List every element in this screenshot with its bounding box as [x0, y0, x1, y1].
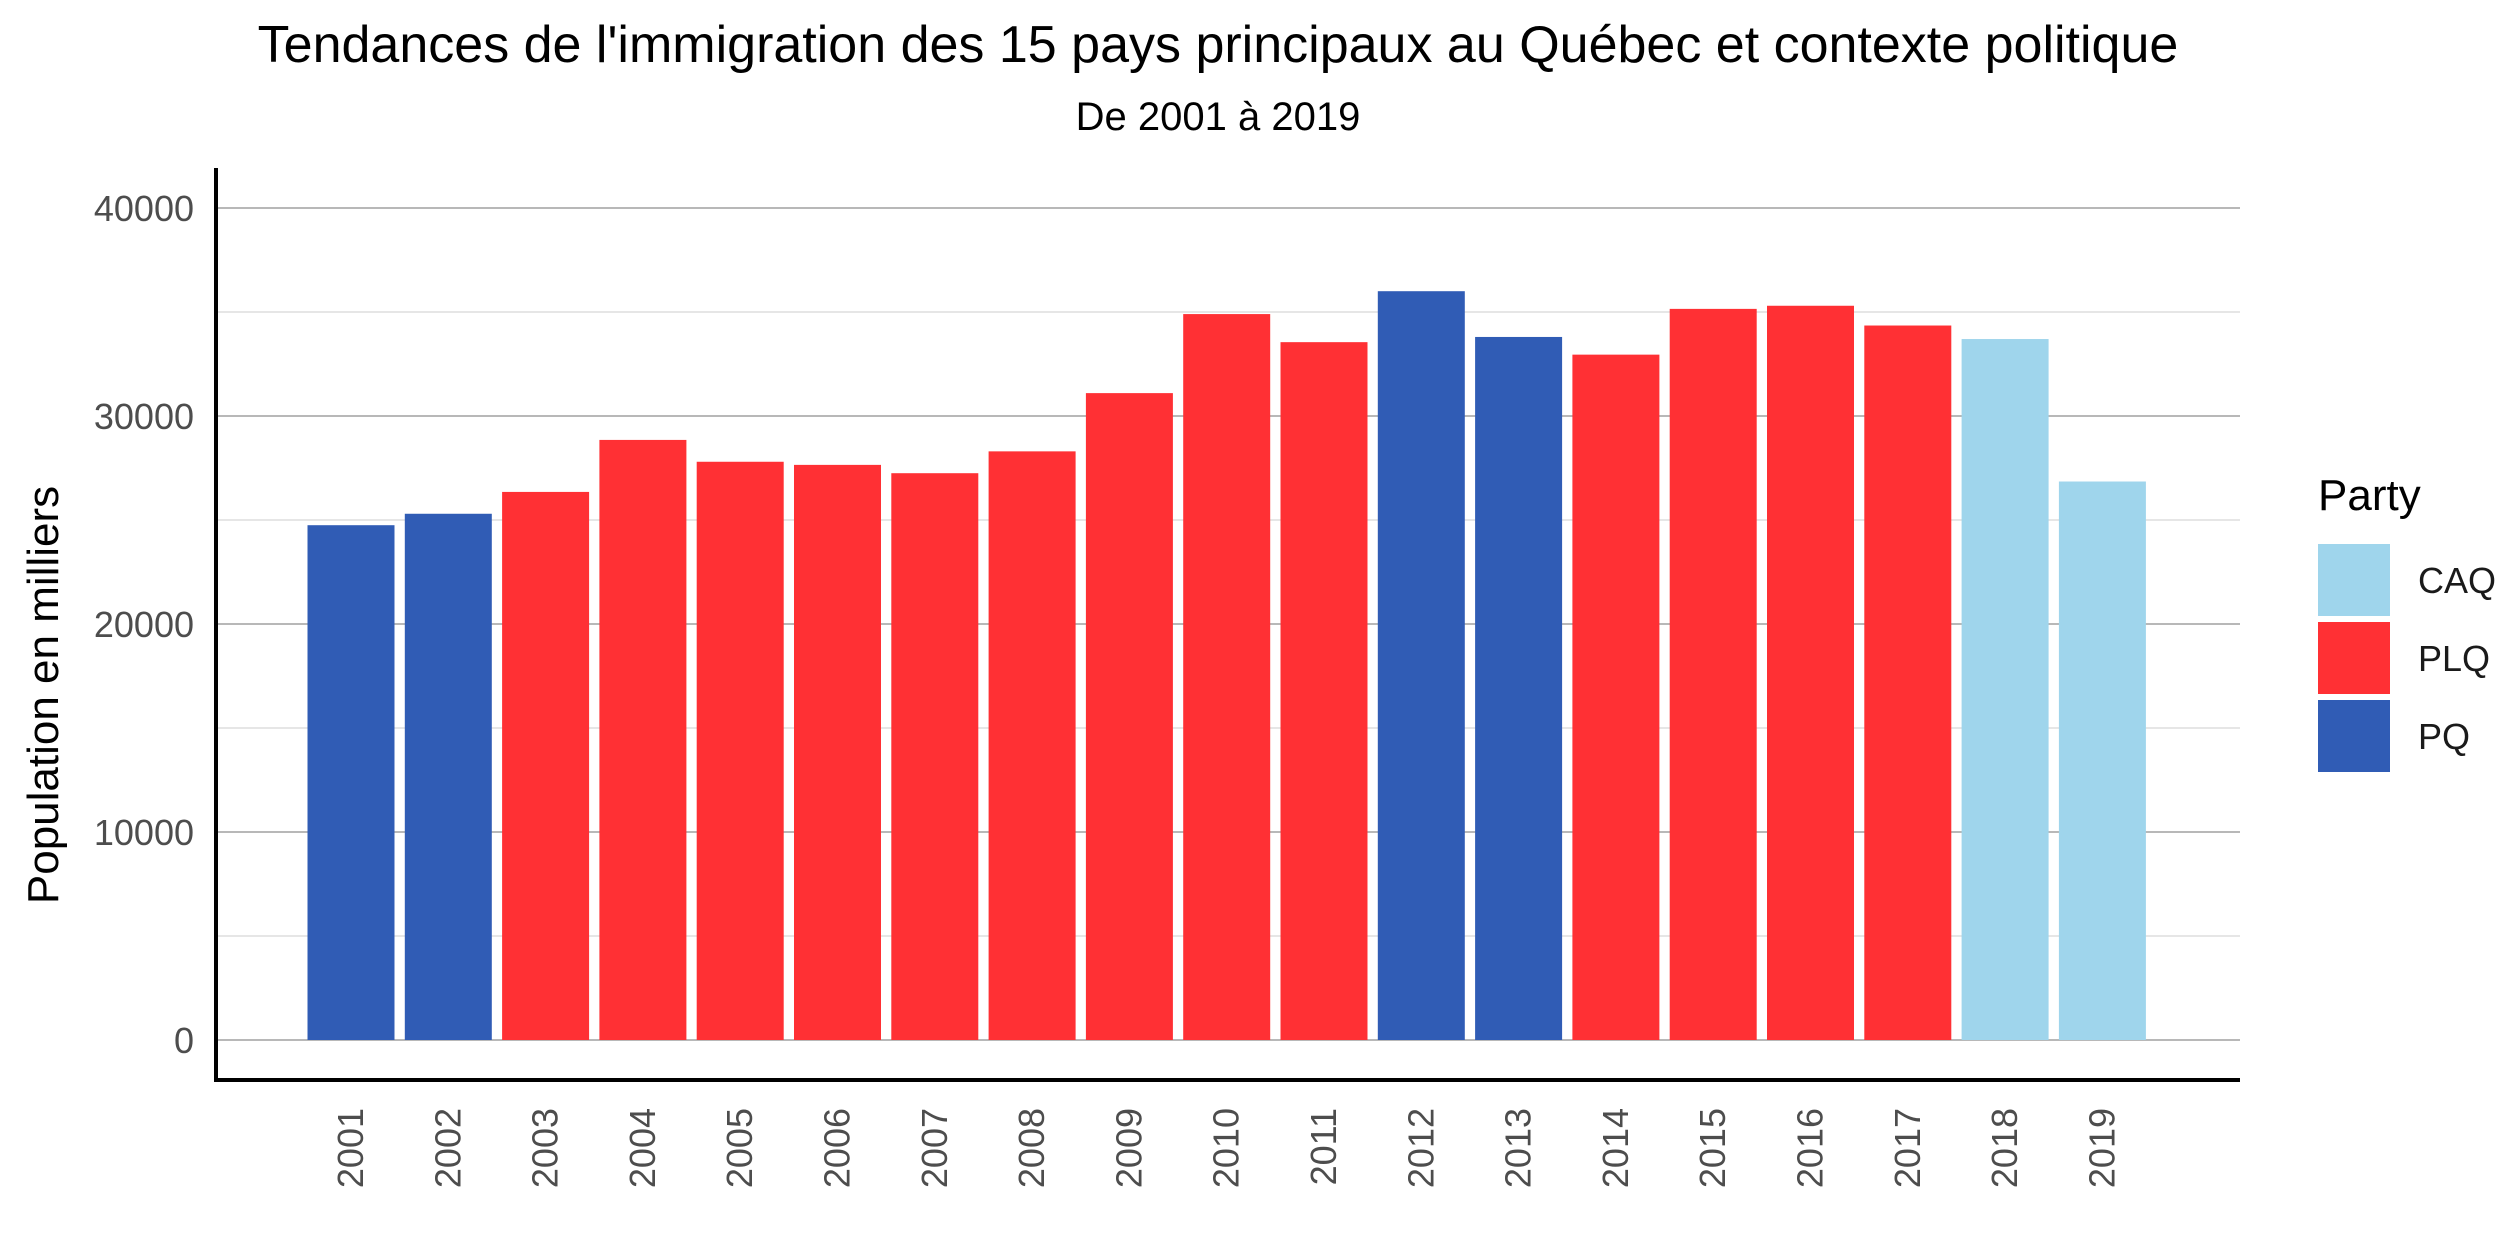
legend-title: Party [2318, 471, 2421, 520]
bar-2002 [404, 513, 492, 1040]
bar-2012 [1377, 291, 1465, 1040]
x-tick-label: 2014 [1595, 1108, 1636, 1188]
x-tick-label: 2018 [1984, 1108, 2025, 1188]
x-tick-label: 2009 [1108, 1108, 1149, 1188]
bar-2019 [2058, 481, 2146, 1040]
x-tick-label: 2008 [1011, 1108, 1052, 1188]
bar-2013 [1475, 336, 1563, 1041]
x-tick-label: 2005 [719, 1108, 760, 1188]
bar-2008 [988, 451, 1076, 1040]
bar-2009 [1085, 393, 1173, 1040]
x-tick-label: 2013 [1498, 1108, 1539, 1188]
chart-subtitle: De 2001 à 2019 [1076, 95, 1361, 139]
legend-key-pq [2318, 700, 2390, 772]
y-tick-labels: 0 10000 20000 30000 40000 [94, 188, 194, 1061]
legend-label: CAQ [2418, 560, 2496, 601]
bar-2004 [599, 439, 687, 1040]
bar-2007 [891, 473, 979, 1040]
bar-2018 [1961, 339, 2049, 1040]
bar-2005 [696, 461, 784, 1040]
x-tick-label: 2010 [1206, 1108, 1247, 1188]
bars [307, 291, 2146, 1041]
y-tick-label: 30000 [94, 396, 194, 437]
bar-2006 [794, 464, 881, 1040]
y-tick-label: 10000 [94, 812, 194, 853]
x-tick-label: 2015 [1692, 1108, 1733, 1188]
bar-2014 [1572, 354, 1660, 1040]
bar-2010 [1183, 314, 1271, 1041]
bar-2017 [1864, 325, 1952, 1040]
legend-key-caq [2318, 544, 2390, 616]
x-tick-label: 2001 [330, 1108, 371, 1188]
y-tick-label: 0 [174, 1020, 194, 1061]
x-tick-label: 2017 [1887, 1108, 1928, 1188]
y-axis-label: Population en milliers [19, 486, 68, 904]
x-tick-label: 2007 [914, 1108, 955, 1188]
x-tick-label: 2002 [427, 1108, 468, 1188]
y-tick-label: 40000 [94, 188, 194, 229]
legend-label: PQ [2418, 716, 2470, 757]
chart-title: Tendances de l'immigration des 15 pays p… [258, 16, 2179, 74]
legend-label: PLQ [2418, 638, 2490, 679]
y-tick-label: 20000 [94, 604, 194, 645]
bar-2003 [502, 491, 590, 1040]
bar-2011 [1280, 342, 1368, 1040]
x-tick-label: 2016 [1790, 1108, 1831, 1188]
bar-2016 [1767, 305, 1854, 1040]
bar-2015 [1669, 308, 1757, 1040]
bar-2001 [307, 525, 395, 1040]
x-tick-label: 2004 [622, 1108, 663, 1188]
x-tick-label: 2006 [817, 1108, 858, 1188]
legend: Party CAQ PLQ PQ [2318, 471, 2496, 772]
x-tick-label: 2003 [525, 1108, 566, 1188]
x-tick-label: 2011 [1303, 1108, 1344, 1185]
x-tick-labels: 2001 2002 2003 2004 2005 2006 2007 2008 2009 2010… [330, 1108, 2122, 1188]
x-tick-label: 2012 [1400, 1108, 1441, 1188]
legend-key-plq [2318, 622, 2390, 694]
x-tick-label: 2019 [2081, 1108, 2122, 1188]
